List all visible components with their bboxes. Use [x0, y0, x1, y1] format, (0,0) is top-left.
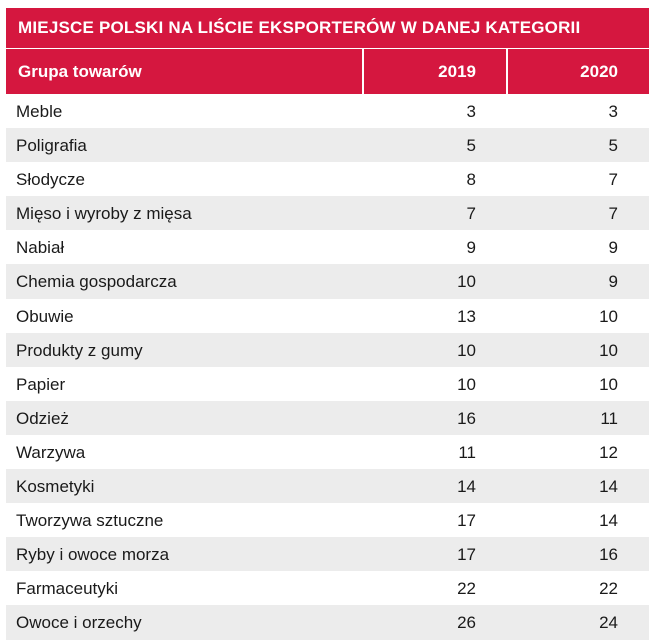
table-row: Słodycze 8 7 — [6, 162, 649, 197]
row-value-2019: 11 — [458, 442, 476, 462]
table-row: Mięso i wyroby z mięsa 7 7 — [6, 196, 649, 231]
row-value-2020: 12 — [599, 442, 618, 462]
column-header-group: Grupa towarów — [18, 62, 142, 81]
row-value-2020: 14 — [599, 511, 618, 531]
column-header-2019: 2019 — [438, 62, 476, 81]
table-row: Warzywa 11 12 — [6, 434, 649, 470]
row-value-2019: 17 — [457, 511, 476, 531]
row-value-2019: 8 — [466, 170, 476, 190]
column-header-2020: 2020 — [580, 62, 618, 81]
row-value-2019: 22 — [457, 579, 476, 599]
table-row: Papier 10 10 — [6, 366, 649, 401]
row-value-2020: 3 — [608, 102, 618, 121]
row-value-2020: 11 — [600, 408, 618, 428]
row-category: Meble — [16, 102, 63, 121]
table-row: Chemia gospodarcza 10 9 — [6, 264, 649, 299]
row-category: Papier — [16, 374, 66, 394]
row-category: Chemia gospodarcza — [16, 272, 177, 292]
table-row: Farmaceutyki 22 22 — [6, 571, 649, 606]
row-value-2019: 13 — [457, 306, 476, 326]
table-row: Obuwie 13 10 — [6, 298, 649, 333]
row-value-2020: 10 — [599, 306, 618, 326]
row-value-2019: 10 — [457, 272, 476, 292]
table-row: Owoce i orzechy 26 24 — [6, 605, 649, 640]
table-row: Meble 3 3 — [6, 94, 649, 129]
row-value-2019: 16 — [457, 408, 476, 428]
row-value-2019: 26 — [457, 613, 476, 633]
row-value-2020: 9 — [608, 238, 618, 258]
row-value-2020: 5 — [608, 136, 618, 156]
row-value-2020: 7 — [608, 170, 618, 190]
row-value-2019: 9 — [466, 238, 476, 258]
row-category: Ryby i owoce morza — [16, 545, 170, 565]
row-category: Owoce i orzechy — [16, 613, 142, 633]
row-category: Słodycze — [16, 170, 85, 190]
table-row: Poligrafia 5 5 — [6, 128, 649, 163]
header-divider — [506, 49, 508, 94]
row-value-2020: 16 — [599, 545, 618, 565]
row-category: Produkty z gumy — [16, 340, 143, 360]
header-divider — [362, 49, 364, 94]
row-category: Farmaceutyki — [16, 579, 119, 599]
row-category: Nabiał — [16, 238, 65, 258]
table-row: Tworzywa sztuczne 17 14 — [6, 503, 649, 538]
table-title: MIEJSCE POLSKI NA LIŚCIE EKSPORTERÓW W D… — [6, 8, 649, 48]
row-value-2019: 10 — [457, 340, 476, 360]
row-value-2019: 7 — [466, 204, 476, 224]
row-value-2019: 3 — [466, 102, 476, 121]
row-value-2019: 17 — [457, 545, 476, 565]
row-category: Mięso i wyroby z mięsa — [16, 204, 192, 224]
row-value-2020: 10 — [599, 340, 618, 360]
table-header: Grupa towarów 2019 2020 — [6, 49, 649, 94]
row-value-2020: 7 — [608, 204, 618, 224]
row-category: Warzywa — [16, 442, 86, 462]
table-row: Kosmetyki 14 14 — [6, 469, 649, 504]
row-category: Obuwie — [16, 306, 74, 326]
row-value-2019: 10 — [457, 374, 476, 394]
row-value-2020: 22 — [599, 579, 618, 599]
table-row: Produkty z gumy 10 10 — [6, 332, 649, 367]
table-row: Odzież 16 11 — [6, 400, 649, 435]
row-category: Odzież — [16, 408, 69, 428]
row-value-2020: 24 — [599, 613, 618, 633]
row-value-2019: 14 — [457, 477, 476, 497]
row-category: Kosmetyki — [16, 477, 95, 497]
table-row: Nabiał 9 9 — [6, 230, 649, 265]
row-category: Poligrafia — [16, 136, 87, 156]
row-value-2020: 9 — [608, 272, 618, 292]
table-body: Meble 3 3 Poligrafia 5 5 Słodycze 8 7 Mięso i wyr… — [6, 94, 649, 640]
row-category: Tworzywa sztuczne — [16, 511, 164, 531]
table-row: Ryby i owoce morza 17 16 — [6, 537, 649, 572]
row-value-2020: 14 — [599, 477, 618, 497]
row-value-2020: 10 — [599, 374, 618, 394]
row-value-2019: 5 — [466, 136, 476, 156]
